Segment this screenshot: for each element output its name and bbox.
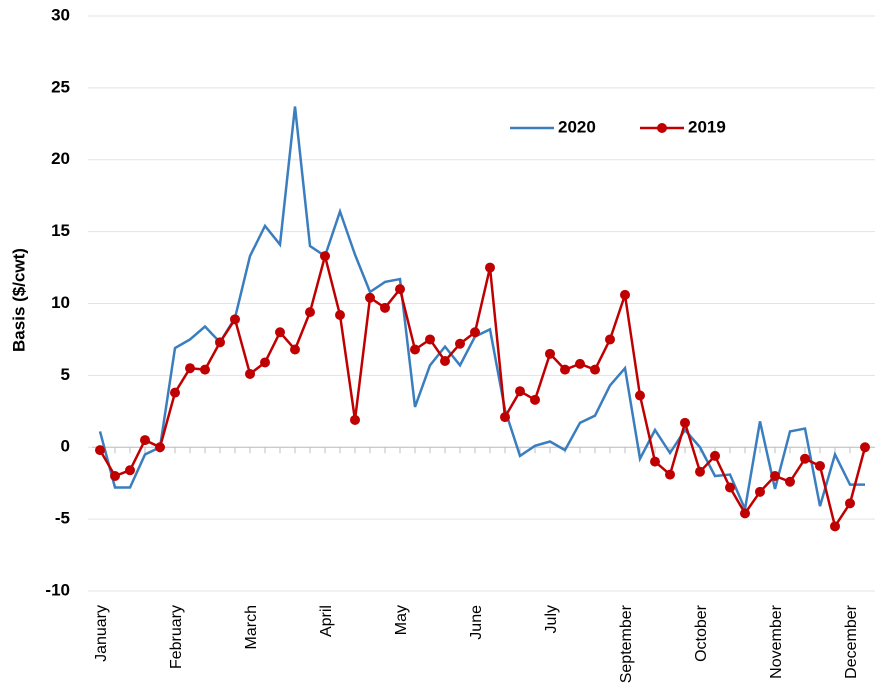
x-tick-label: October — [693, 604, 710, 662]
point — [185, 363, 195, 374]
point — [515, 386, 525, 397]
point — [95, 445, 105, 456]
x-tick-label: June — [468, 605, 485, 640]
point — [755, 486, 765, 497]
point — [665, 469, 675, 480]
y-tick-label: 30 — [51, 5, 70, 24]
point — [440, 356, 450, 366]
y-tick-label: 15 — [51, 221, 70, 240]
point — [830, 521, 840, 532]
point — [245, 368, 255, 379]
point — [560, 364, 570, 375]
y-tick-label: 5 — [61, 365, 70, 384]
point — [395, 284, 405, 295]
point — [590, 364, 600, 375]
point — [260, 357, 270, 368]
x-tick-label: November — [768, 604, 785, 678]
point — [485, 262, 495, 273]
point — [335, 310, 345, 320]
point — [155, 442, 165, 453]
y-tick-label: -5 — [55, 509, 70, 528]
point — [500, 412, 510, 423]
legend-marker — [657, 123, 667, 133]
point — [455, 338, 465, 349]
legend-label: 2020 — [558, 117, 596, 136]
x-tick-label: February — [168, 605, 185, 669]
point — [725, 482, 735, 493]
x-tick-label: April — [318, 605, 335, 637]
point — [125, 465, 135, 476]
point — [290, 344, 300, 355]
point — [680, 417, 690, 428]
point — [530, 394, 540, 405]
point — [365, 292, 375, 303]
point — [425, 334, 435, 345]
point — [350, 414, 360, 425]
series-line — [98, 251, 867, 530]
x-tick-label: September — [618, 604, 635, 683]
point — [200, 364, 210, 375]
point — [635, 390, 645, 401]
point — [800, 453, 810, 464]
point — [785, 476, 795, 487]
x-tick-label: January — [93, 605, 110, 662]
legend-label: 2019 — [688, 117, 726, 136]
series-line — [98, 106, 865, 514]
point — [815, 460, 825, 471]
y-tick-label: 20 — [51, 149, 70, 168]
point — [605, 334, 615, 345]
point — [620, 289, 630, 300]
point — [275, 327, 285, 338]
point — [695, 466, 705, 477]
point — [140, 435, 150, 446]
y-tick-label: 0 — [61, 437, 70, 456]
point — [305, 307, 315, 318]
point — [860, 442, 870, 453]
point — [845, 498, 855, 509]
x-tick-label: March — [243, 605, 260, 649]
point — [230, 314, 240, 325]
point — [470, 327, 480, 338]
point — [770, 471, 780, 481]
x-tick-label: May — [393, 605, 410, 635]
point — [650, 456, 660, 467]
point — [215, 337, 225, 348]
point — [710, 450, 720, 461]
point — [320, 251, 330, 262]
point — [410, 344, 420, 355]
point — [575, 358, 585, 369]
y-tick-label: 25 — [51, 77, 70, 96]
y-tick-label: 10 — [51, 293, 70, 312]
point — [545, 348, 555, 359]
point — [170, 387, 180, 398]
y-axis-label: Basis ($/cwt) — [9, 248, 28, 352]
point — [380, 302, 390, 313]
point — [110, 471, 120, 481]
x-tick-label: December — [843, 604, 860, 678]
point — [740, 508, 750, 519]
x-tick-label: July — [543, 605, 560, 633]
y-tick-label: -10 — [45, 580, 70, 599]
